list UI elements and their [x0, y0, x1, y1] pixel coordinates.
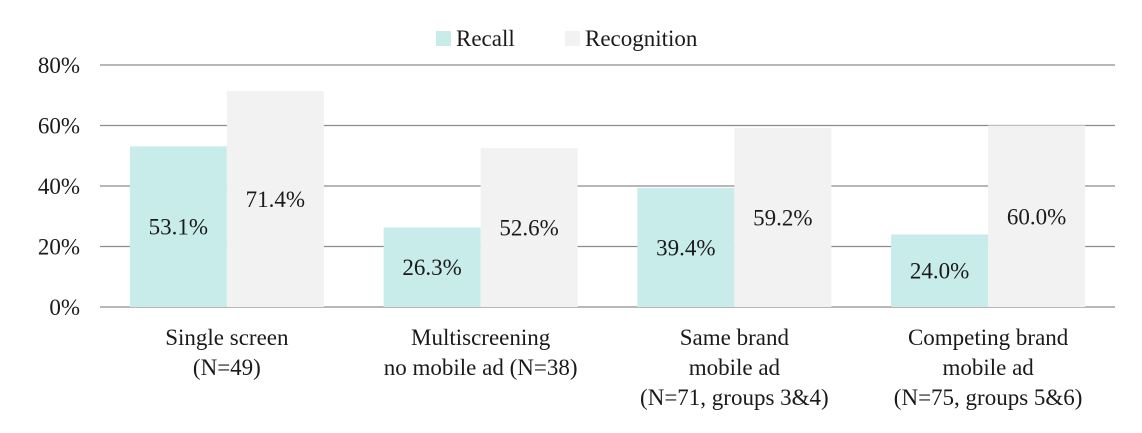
legend-swatch-recognition	[565, 31, 580, 46]
x-category-label: no mobile ad (N=38)	[384, 355, 578, 380]
bar-recognition	[480, 147, 578, 307]
y-tick-label: 20%	[38, 235, 80, 260]
x-category-label: (N=49)	[193, 355, 261, 380]
data-label: 39.4%	[656, 235, 715, 260]
bars	[129, 91, 1086, 307]
bar-recall	[637, 187, 735, 307]
y-tick-label: 40%	[38, 174, 80, 199]
data-label: 53.1%	[149, 215, 208, 240]
bar-recall	[891, 234, 989, 307]
legend-label: Recognition	[585, 26, 698, 51]
data-label: 59.2%	[753, 205, 812, 230]
data-label: 26.3%	[402, 255, 461, 280]
x-category-label: (N=75, groups 5&6)	[894, 385, 1083, 410]
x-category-label: mobile ad	[942, 355, 1034, 380]
x-category-label: (N=71, groups 3&4)	[640, 385, 829, 410]
data-label: 24.0%	[910, 259, 969, 284]
x-category-label: Same brand	[680, 325, 790, 350]
y-tick-label: 0%	[49, 295, 80, 320]
data-label: 71.4%	[246, 187, 305, 212]
data-label: 52.6%	[499, 215, 558, 240]
y-axis: 0% 20% 40% 60% 80%	[38, 53, 80, 320]
bar-recognition	[734, 127, 832, 307]
x-axis: Single screen (N=49) Multiscreening no mobi…	[165, 325, 1082, 410]
x-category-label: Single screen	[165, 325, 289, 350]
bar-recall	[129, 146, 227, 307]
x-category-label: Multiscreening	[411, 325, 551, 350]
bar-recognition	[226, 91, 324, 307]
bar-recognition	[988, 125, 1086, 307]
legend-swatch-recall	[436, 31, 451, 46]
x-category-label: mobile ad	[689, 355, 781, 380]
y-tick-label: 80%	[38, 53, 80, 78]
legend: Recall Recognition	[436, 26, 698, 51]
legend-label: Recall	[456, 26, 515, 51]
data-label: 60.0%	[1007, 204, 1066, 229]
data-labels: 53.1% 26.3% 39.4% 24.0% 71.4% 52.6% 59.2% 60.0%	[149, 187, 1067, 284]
x-category-label: Competing brand	[908, 325, 1069, 350]
y-tick-label: 60%	[38, 114, 80, 139]
bar-recall	[383, 227, 481, 307]
